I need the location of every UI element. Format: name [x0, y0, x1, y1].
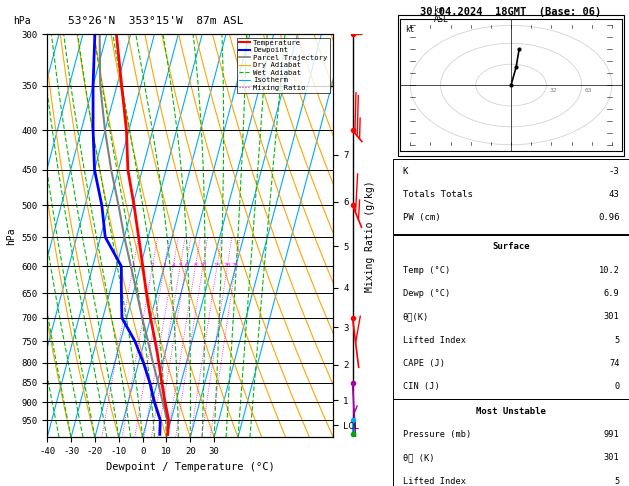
Text: PW (cm): PW (cm) — [403, 213, 440, 222]
Text: Dewp (°C): Dewp (°C) — [403, 289, 450, 298]
Text: 5: 5 — [615, 477, 620, 486]
Text: 10: 10 — [199, 263, 207, 268]
Text: 43: 43 — [609, 190, 620, 199]
Bar — [393, 235, 629, 399]
Text: 8: 8 — [194, 263, 198, 268]
Text: 4: 4 — [171, 263, 175, 268]
Bar — [398, 15, 625, 156]
Text: 5: 5 — [615, 336, 620, 345]
Bar — [393, 159, 629, 234]
Text: Totals Totals: Totals Totals — [403, 190, 472, 199]
Text: K: K — [403, 167, 408, 175]
Text: 20: 20 — [223, 263, 231, 268]
Text: θᴇ(K): θᴇ(K) — [403, 312, 429, 321]
Text: 301: 301 — [604, 312, 620, 321]
Text: 301: 301 — [604, 453, 620, 462]
Text: Most Unstable: Most Unstable — [476, 407, 546, 416]
Text: Temp (°C): Temp (°C) — [403, 266, 450, 275]
Text: Surface: Surface — [493, 243, 530, 251]
Bar — [393, 399, 629, 486]
Text: 2: 2 — [150, 263, 154, 268]
Text: Lifted Index: Lifted Index — [403, 477, 465, 486]
Text: CAPE (J): CAPE (J) — [403, 359, 445, 368]
Text: 74: 74 — [609, 359, 620, 368]
Text: 6.9: 6.9 — [604, 289, 620, 298]
Text: 5: 5 — [178, 263, 182, 268]
Text: 10.2: 10.2 — [599, 266, 620, 275]
Text: 3: 3 — [162, 263, 166, 268]
Text: 1: 1 — [131, 263, 135, 268]
Y-axis label: Mixing Ratio (g/kg): Mixing Ratio (g/kg) — [365, 180, 375, 292]
Text: -3: -3 — [609, 167, 620, 175]
Text: θᴇ (K): θᴇ (K) — [403, 453, 434, 462]
X-axis label: Dewpoint / Temperature (°C): Dewpoint / Temperature (°C) — [106, 462, 275, 472]
Legend: Temperature, Dewpoint, Parcel Trajectory, Dry Adiabat, Wet Adiabat, Isotherm, Mi: Temperature, Dewpoint, Parcel Trajectory… — [237, 37, 330, 93]
Text: 15: 15 — [213, 263, 221, 268]
Text: CIN (J): CIN (J) — [403, 382, 439, 391]
Text: 0: 0 — [615, 382, 620, 391]
Text: km
ASL: km ASL — [433, 6, 448, 24]
Text: 0.96: 0.96 — [598, 213, 620, 222]
Text: Pressure (mb): Pressure (mb) — [403, 430, 471, 439]
Text: Lifted Index: Lifted Index — [403, 336, 465, 345]
Text: hPa: hPa — [13, 16, 30, 26]
Text: 6: 6 — [184, 263, 188, 268]
Text: 30.04.2024  18GMT  (Base: 06): 30.04.2024 18GMT (Base: 06) — [420, 7, 602, 17]
Y-axis label: hPa: hPa — [6, 227, 16, 244]
Text: 991: 991 — [604, 430, 620, 439]
Text: 25: 25 — [231, 263, 239, 268]
Text: 53°26'N  353°15'W  87m ASL: 53°26'N 353°15'W 87m ASL — [68, 16, 243, 26]
